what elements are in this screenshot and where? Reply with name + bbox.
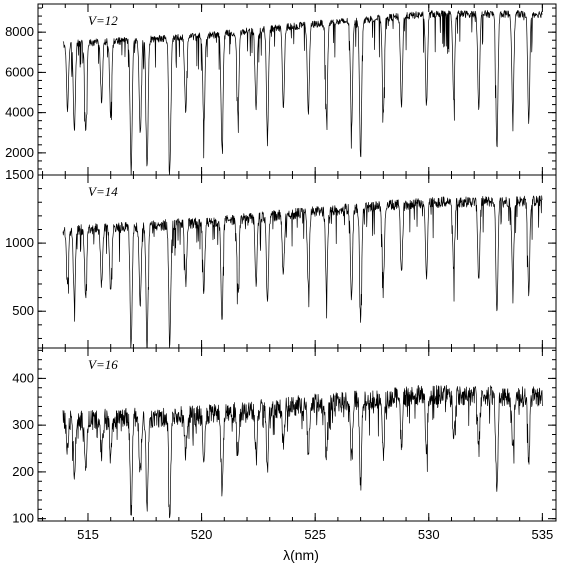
spectrum-line xyxy=(62,384,543,519)
y-tick-label: 1500 xyxy=(5,167,34,182)
panel-label: V=16 xyxy=(88,357,118,372)
panel-label: V=14 xyxy=(88,184,118,199)
x-tick-label: 515 xyxy=(77,527,99,542)
spectrum-line xyxy=(62,195,543,349)
spectra-panels: 2000 4000 6000 8000 V=12 500 1000 1500 V=14 100 20… xyxy=(5,3,557,526)
y-tick-label: 4000 xyxy=(5,105,34,120)
y-tick-label: 8000 xyxy=(5,24,34,39)
x-axis: 515 520 525 530 535 xyxy=(77,527,553,542)
y-tick-label: 2000 xyxy=(5,145,34,160)
panel-1: 2000 4000 6000 8000 V=12 xyxy=(5,3,557,176)
y-tick-label: 200 xyxy=(12,464,34,479)
x-tick-label: 535 xyxy=(532,527,554,542)
y-tick-label: 1000 xyxy=(5,235,34,250)
y-tick-label: 100 xyxy=(12,511,34,526)
panel-frame xyxy=(37,347,557,522)
x-tick-label: 525 xyxy=(304,527,326,542)
panel-3: 100 200 300 400 V=16 xyxy=(12,347,557,526)
y-tick-label: 300 xyxy=(12,417,34,432)
x-tick-label: 530 xyxy=(418,527,440,542)
panel-2: 500 1000 1500 V=14 xyxy=(5,167,557,349)
panel-label: V=12 xyxy=(88,13,118,28)
y-tick-label: 400 xyxy=(12,370,34,385)
y-tick-label: 6000 xyxy=(5,64,34,79)
x-axis-title: λ(nm) xyxy=(283,547,319,563)
x-tick-label: 520 xyxy=(191,527,213,542)
spectrum-line xyxy=(62,10,543,176)
y-tick-label: 500 xyxy=(12,303,34,318)
